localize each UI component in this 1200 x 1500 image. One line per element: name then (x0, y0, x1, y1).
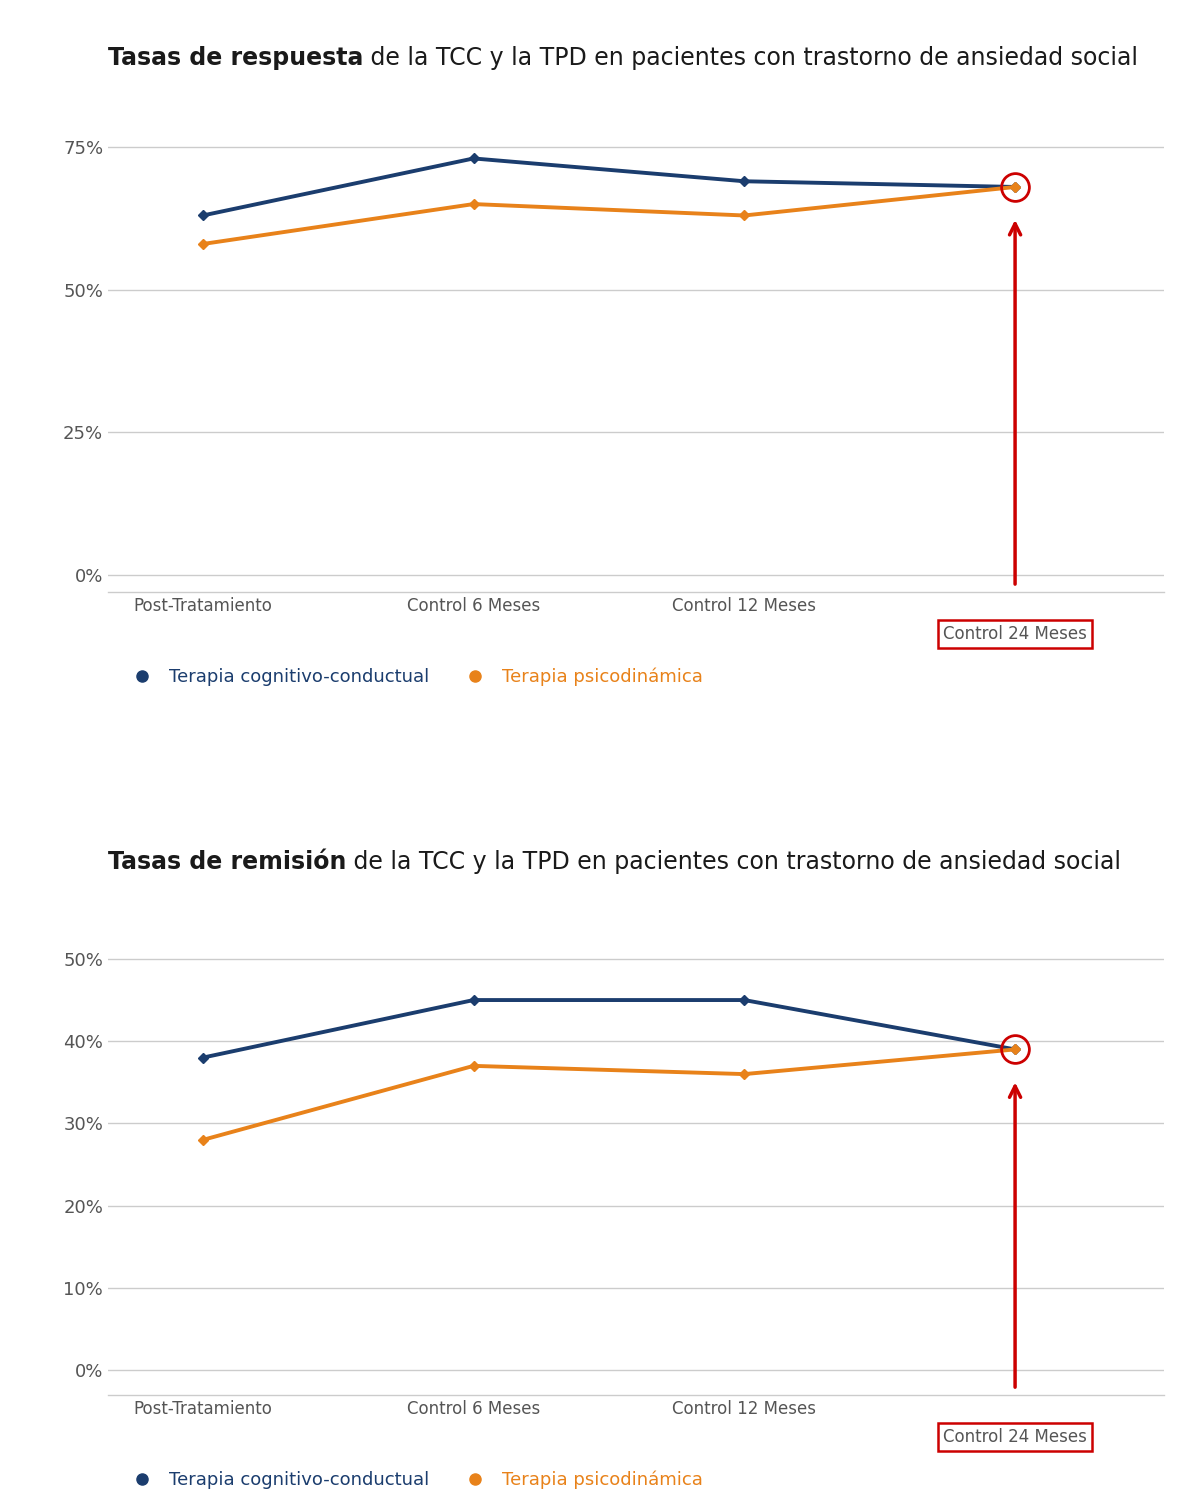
Text: de la TCC y la TPD en pacientes con trastorno de ansiedad social: de la TCC y la TPD en pacientes con tras… (347, 849, 1121, 873)
Text: Tasas de respuesta: Tasas de respuesta (108, 46, 364, 70)
Text: Control 24 Meses: Control 24 Meses (943, 624, 1087, 642)
Legend: Terapia cognitivo-conductual, Terapia psicodinámica: Terapia cognitivo-conductual, Terapia ps… (118, 660, 710, 693)
Text: de la TCC y la TPD en pacientes con trastorno de ansiedad social: de la TCC y la TPD en pacientes con tras… (364, 46, 1139, 70)
Text: Control 24 Meses: Control 24 Meses (943, 1428, 1087, 1446)
Legend: Terapia cognitivo-conductual, Terapia psicodinámica: Terapia cognitivo-conductual, Terapia ps… (118, 1464, 710, 1497)
Text: Tasas de remisión: Tasas de remisión (108, 849, 347, 873)
